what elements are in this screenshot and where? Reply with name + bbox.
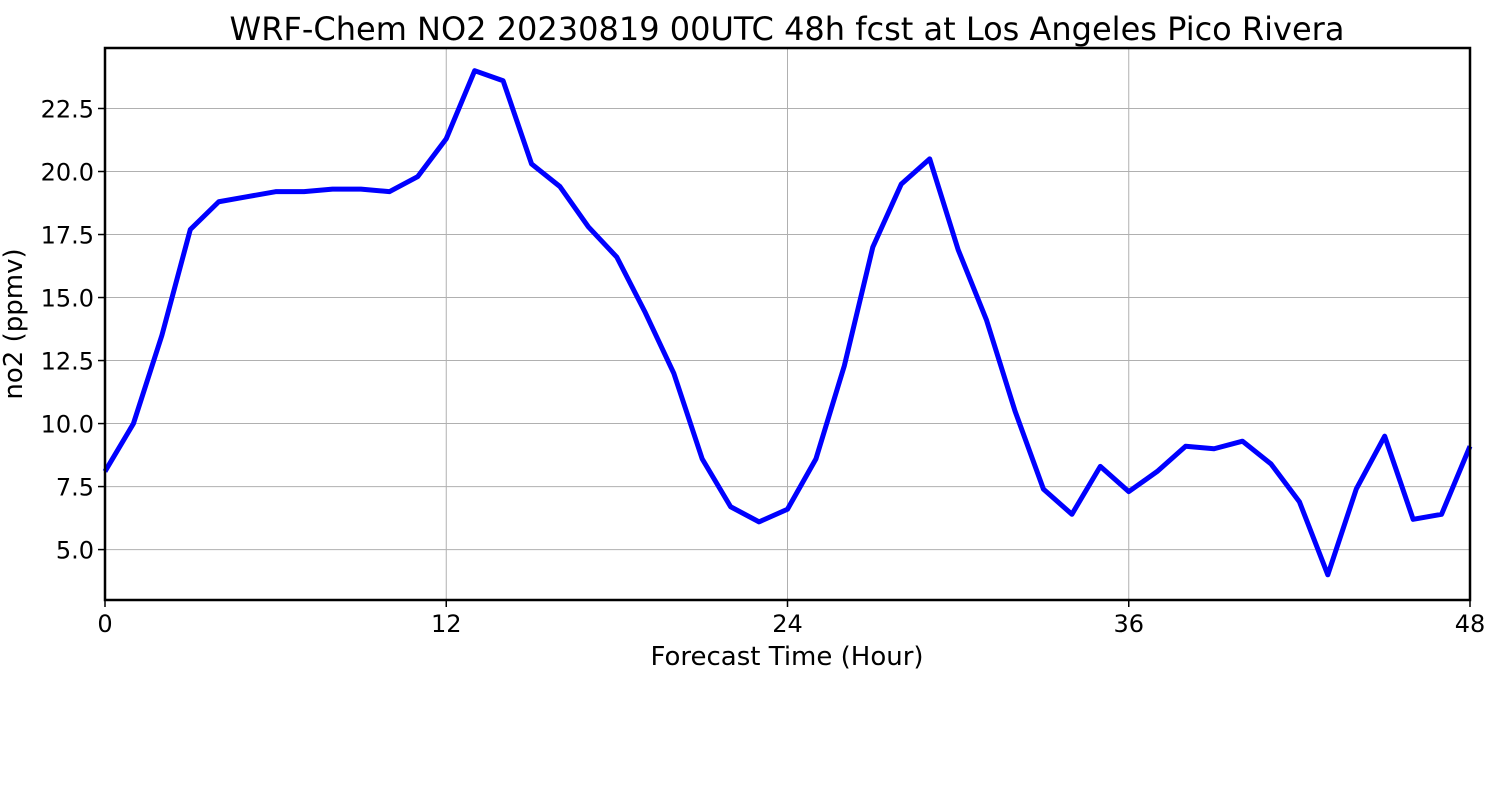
y-tick-label: 20.0: [41, 159, 94, 187]
series-layer: [102, 68, 1473, 578]
y-tick-label: 17.5: [41, 222, 94, 250]
y-tick-label: 10.0: [41, 411, 94, 439]
chart-title: WRF-Chem NO2 20230819 00UTC 48h fcst at …: [230, 10, 1345, 48]
x-tick-label: 12: [431, 610, 462, 638]
y-tick-label: 5.0: [56, 537, 94, 565]
x-tick-label: 36: [1113, 610, 1144, 638]
x-tick-label: 24: [772, 610, 803, 638]
y-axis-label: no2 (ppmv): [0, 248, 29, 399]
x-tick-label: 0: [97, 610, 112, 638]
y-axis-ticks: 5.0 7.5 10.0 12.5 15.0 17.5 20.0 22.5: [41, 95, 105, 565]
y-tick-label: 22.5: [41, 95, 94, 123]
x-axis-label: Forecast Time (Hour): [650, 642, 923, 672]
no2-series-line: [102, 68, 1473, 578]
x-tick-label: 48: [1455, 610, 1486, 638]
grid-lines: [105, 48, 1470, 600]
y-tick-label: 15.0: [41, 285, 94, 313]
y-tick-label: 7.5: [56, 474, 94, 502]
x-axis-ticks: 0 12 24 36 48: [97, 600, 1485, 638]
y-tick-label: 12.5: [41, 348, 94, 376]
